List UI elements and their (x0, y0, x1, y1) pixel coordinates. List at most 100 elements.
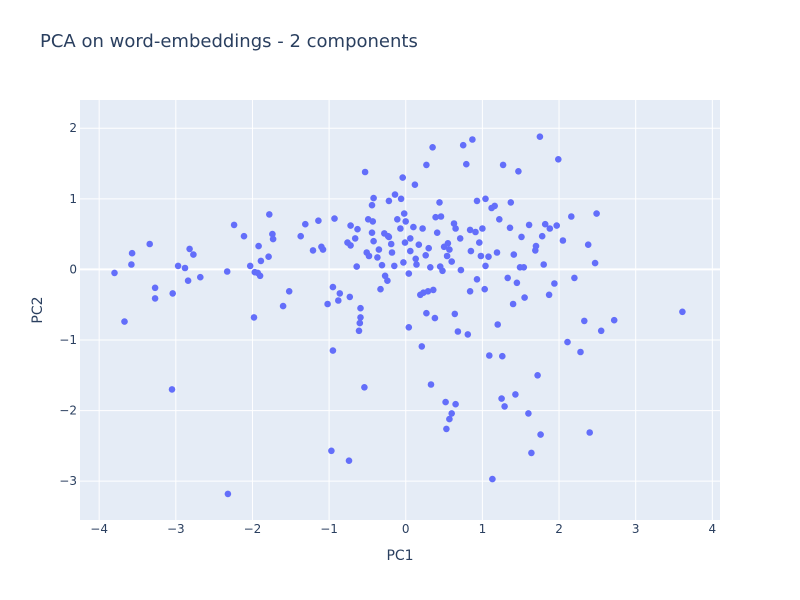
data-point[interactable] (499, 352, 506, 360)
data-point[interactable] (515, 168, 522, 175)
data-point[interactable] (121, 318, 128, 325)
data-point[interactable] (518, 233, 525, 241)
data-point[interactable] (537, 431, 544, 438)
data-point[interactable] (446, 415, 453, 423)
data-point[interactable] (246, 262, 254, 270)
data-point[interactable] (498, 395, 505, 402)
data-point[interactable] (489, 475, 496, 483)
data-point[interactable] (446, 246, 453, 253)
data-point[interactable] (351, 235, 359, 242)
data-point[interactable] (463, 160, 470, 168)
data-point[interactable] (309, 247, 317, 254)
data-point[interactable] (473, 197, 481, 205)
data-point[interactable] (374, 254, 381, 261)
data-point[interactable] (509, 300, 517, 308)
data-point[interactable] (255, 242, 262, 250)
data-point[interactable] (513, 279, 521, 287)
data-point[interactable] (521, 294, 528, 301)
data-point[interactable] (169, 290, 176, 297)
data-point[interactable] (486, 352, 493, 359)
data-point[interactable] (553, 222, 560, 229)
data-point[interactable] (128, 261, 135, 268)
data-point[interactable] (496, 216, 503, 223)
data-point[interactable] (329, 347, 337, 354)
data-point[interactable] (355, 327, 363, 335)
data-point[interactable] (433, 229, 441, 236)
data-point[interactable] (479, 225, 486, 232)
data-point[interactable] (430, 286, 437, 294)
data-point[interactable] (436, 199, 443, 206)
data-point[interactable] (410, 223, 417, 231)
data-point[interactable] (528, 449, 535, 457)
data-point[interactable] (146, 240, 153, 248)
data-point[interactable] (151, 284, 159, 292)
data-point[interactable] (431, 314, 439, 322)
data-point[interactable] (571, 274, 578, 282)
data-point[interactable] (368, 201, 376, 209)
data-point[interactable] (391, 262, 398, 270)
data-point[interactable] (400, 210, 408, 217)
data-point[interactable] (329, 283, 337, 291)
data-point[interactable] (353, 263, 361, 270)
data-point[interactable] (331, 215, 338, 222)
data-point[interactable] (469, 136, 476, 143)
data-point[interactable] (555, 156, 562, 163)
data-point[interactable] (223, 268, 231, 275)
data-point[interactable] (344, 239, 351, 246)
data-point[interactable] (467, 247, 475, 255)
data-point[interactable] (466, 288, 474, 295)
data-point[interactable] (477, 252, 485, 260)
data-point[interactable] (427, 381, 435, 388)
data-point[interactable] (459, 141, 467, 149)
data-point[interactable] (266, 211, 273, 218)
data-point[interactable] (568, 213, 575, 220)
data-point[interactable] (443, 425, 450, 433)
data-point[interactable] (405, 270, 413, 277)
data-point[interactable] (370, 237, 377, 245)
data-point[interactable] (405, 324, 413, 331)
data-point[interactable] (347, 222, 354, 229)
data-point[interactable] (584, 241, 592, 248)
data-point[interactable] (151, 295, 159, 302)
data-point[interactable] (197, 273, 204, 281)
data-point[interactable] (501, 403, 508, 410)
data-point[interactable] (559, 237, 567, 244)
data-point[interactable] (361, 384, 368, 391)
data-point[interactable] (485, 253, 492, 260)
data-point[interactable] (506, 224, 514, 232)
data-point[interactable] (593, 210, 600, 217)
data-point[interactable] (424, 288, 432, 295)
data-point[interactable] (402, 218, 410, 225)
data-point[interactable] (429, 144, 436, 151)
data-point[interactable] (387, 240, 395, 248)
data-point[interactable] (407, 235, 414, 242)
data-point[interactable] (525, 410, 532, 417)
data-point[interactable] (444, 240, 452, 247)
data-point[interactable] (679, 308, 686, 316)
data-point[interactable] (472, 228, 479, 236)
data-point[interactable] (520, 264, 528, 271)
data-point[interactable] (442, 398, 449, 406)
data-point[interactable] (181, 264, 189, 272)
data-point[interactable] (265, 253, 272, 260)
data-point[interactable] (328, 447, 335, 455)
data-point[interactable] (591, 259, 599, 267)
data-point[interactable] (488, 204, 495, 212)
data-point[interactable] (384, 277, 391, 285)
data-point[interactable] (577, 348, 584, 356)
data-point[interactable] (400, 259, 407, 266)
data-point[interactable] (450, 220, 458, 227)
data-point[interactable] (507, 199, 515, 206)
data-point[interactable] (184, 277, 192, 285)
data-point[interactable] (545, 291, 553, 299)
data-point[interactable] (377, 285, 384, 293)
data-point[interactable] (610, 316, 618, 324)
data-point[interactable] (230, 221, 238, 229)
data-point[interactable] (385, 197, 393, 205)
data-point[interactable] (324, 300, 331, 308)
data-point[interactable] (525, 221, 533, 229)
data-point[interactable] (361, 168, 369, 176)
data-point[interactable] (411, 181, 419, 188)
data-point[interactable] (423, 309, 430, 317)
data-point[interactable] (418, 343, 426, 350)
